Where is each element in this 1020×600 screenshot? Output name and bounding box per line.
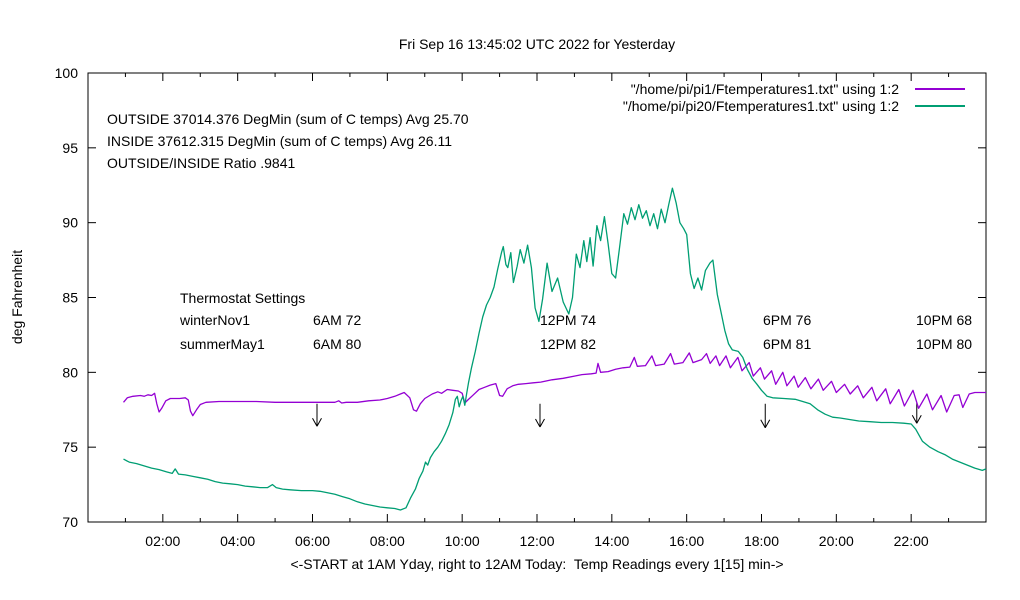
- x-tick-label: 16:00: [669, 533, 704, 549]
- thermostat-winter-label: winterNov1: [180, 312, 251, 328]
- y-tick-label: 70: [62, 514, 78, 530]
- stats-annotation-block: OUTSIDE 37014.376 DegMin (sum of C temps…: [107, 108, 469, 174]
- legend-entry-pi1: "/home/pi/pi1/Ftemperatures1.txt" using …: [631, 81, 965, 97]
- y-tick-label: 85: [62, 290, 78, 306]
- setting-change-arrow-head: [760, 419, 766, 428]
- stat-inside-degmin: INSIDE 37612.315 DegMin (sum of C temps)…: [107, 133, 452, 149]
- stat-outside-inside-ratio: OUTSIDE/INSIDE Ratio .9841: [107, 155, 296, 171]
- setting-change-arrow-head: [764, 419, 771, 428]
- legend-entry-pi20: "/home/pi/pi20/Ftemperatures1.txt" using…: [623, 98, 965, 114]
- x-tick-label: 10:00: [445, 533, 480, 549]
- setting-change-arrow-head: [535, 418, 541, 428]
- legend-label-pi1: "/home/pi/pi1/Ftemperatures1.txt" using …: [630, 81, 899, 97]
- thermostat-summer-label: summerMay1: [180, 336, 265, 352]
- thermostat-summer-6pm: 6PM 81: [763, 336, 812, 352]
- legend-line-sample-pi20: [915, 105, 965, 107]
- y-tick-label: 80: [62, 364, 78, 380]
- thermostat-winter-12pm: 12PM 74: [540, 312, 597, 328]
- setting-change-arrow-head: [916, 414, 922, 424]
- x-tick-label: 02:00: [145, 533, 180, 549]
- x-tick-label: 18:00: [744, 533, 779, 549]
- y-tick-label: 100: [55, 65, 79, 81]
- y-tick-label: 75: [62, 439, 78, 455]
- x-tick-label: 22:00: [894, 533, 929, 549]
- setting-change-arrow-head: [312, 417, 318, 427]
- x-tick-label: 06:00: [295, 533, 330, 549]
- x-tick-label: 14:00: [594, 533, 629, 549]
- thermostat-summer-6am: 6AM 80: [313, 336, 362, 352]
- thermostat-winter-10pm: 10PM 68: [916, 312, 973, 328]
- setting-change-arrow-head: [911, 414, 918, 424]
- thermostat-title: Thermostat Settings: [180, 290, 306, 306]
- x-tick-label: 20:00: [819, 533, 854, 549]
- plot-border: [87, 72, 987, 523]
- x-axis-title: <-START at 1AM Yday, right to 12AM Today…: [290, 556, 784, 572]
- thermostat-winter-6pm: 6PM 76: [763, 312, 812, 328]
- thermostat-winter-6am: 6AM 72: [313, 312, 362, 328]
- x-tick-label: 08:00: [370, 533, 405, 549]
- legend-label-pi20: "/home/pi/pi20/Ftemperatures1.txt" using…: [622, 98, 899, 114]
- x-tick-label: 12:00: [519, 533, 554, 549]
- y-tick-label: 90: [62, 215, 78, 231]
- setting-change-arrow-head: [539, 418, 545, 428]
- setting-change-arrow-head: [316, 417, 322, 427]
- legend-line-sample-pi1: [915, 88, 965, 90]
- x-tick-label: 04:00: [220, 533, 255, 549]
- thermostat-summer-10pm: 10PM 80: [916, 336, 973, 352]
- series-line-pi1-inside: [123, 352, 986, 417]
- y-tick-label: 95: [62, 140, 78, 156]
- series-line-pi20-outside: [123, 187, 987, 511]
- stat-outside-degmin: OUTSIDE 37014.376 DegMin (sum of C temps…: [107, 111, 469, 127]
- chart-title: Fri Sep 16 13:45:02 UTC 2022 for Yesterd…: [398, 36, 676, 52]
- thermostat-summer-12pm: 12PM 82: [540, 336, 597, 352]
